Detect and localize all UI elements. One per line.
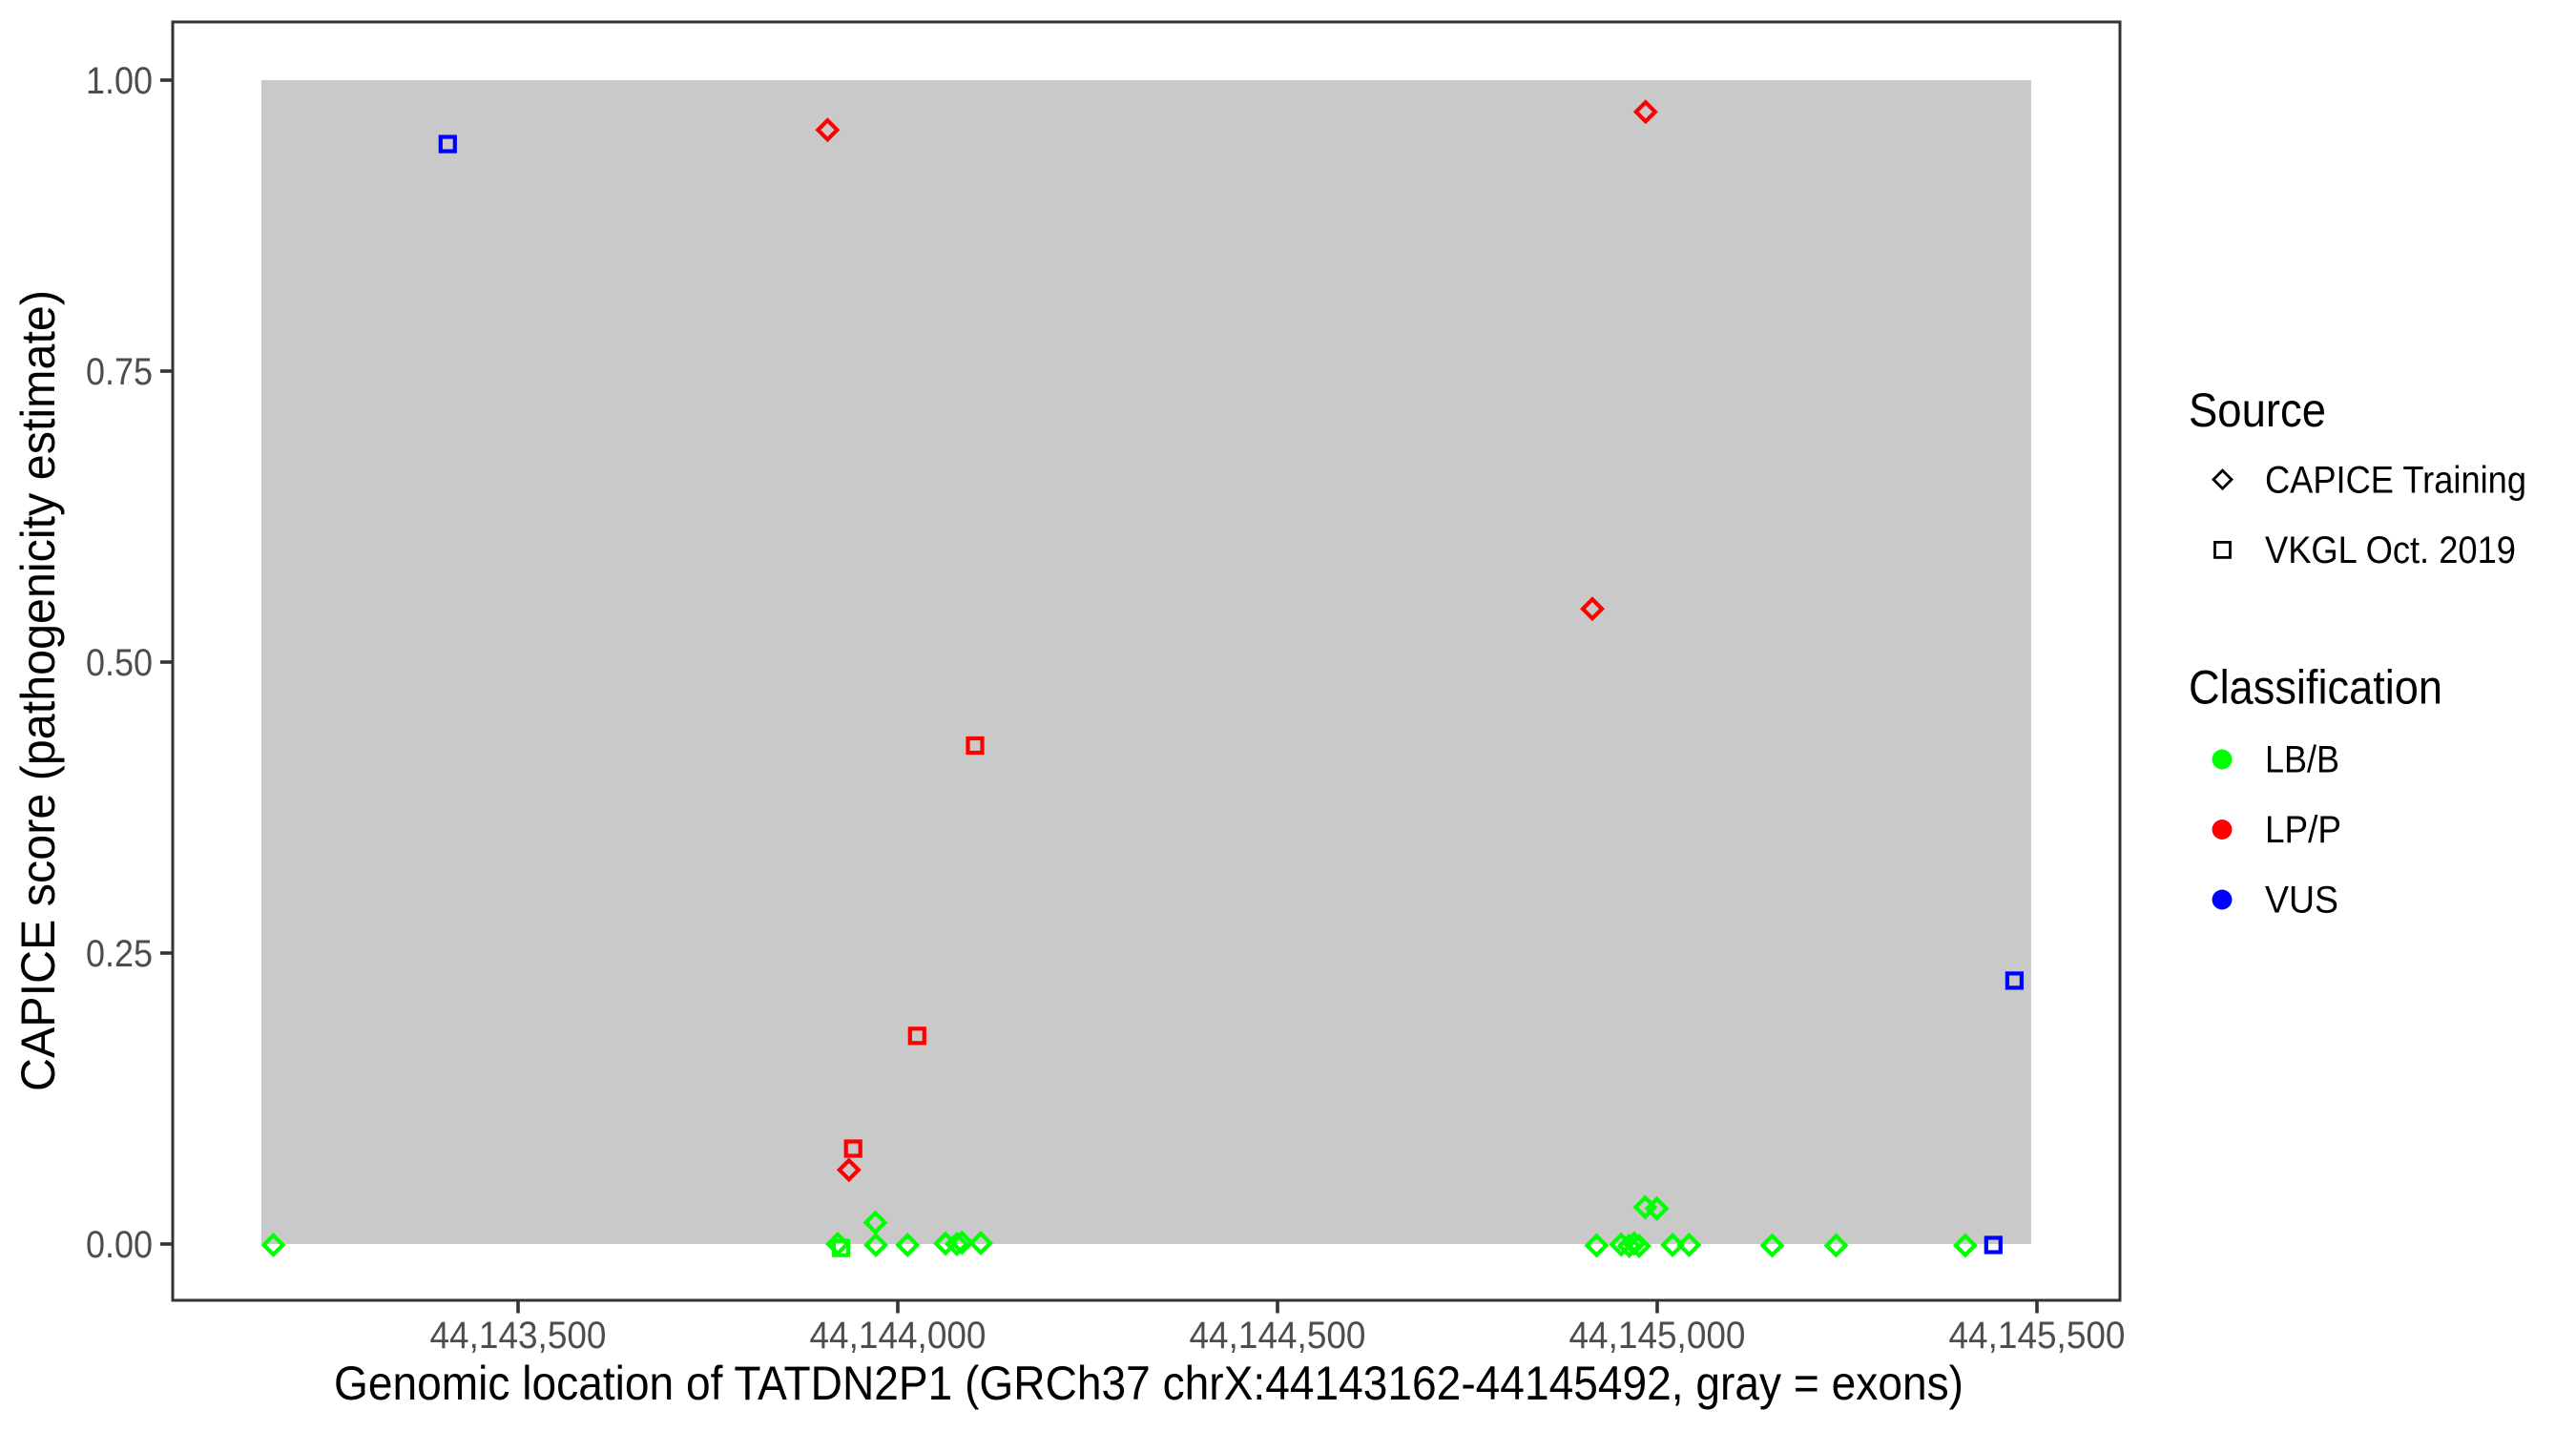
svg-text:VUS: VUS xyxy=(2265,880,2338,922)
svg-text:44,145,500: 44,145,500 xyxy=(1949,1315,2126,1357)
svg-text:Classification: Classification xyxy=(2189,661,2442,715)
svg-text:44,144,000: 44,144,000 xyxy=(810,1315,987,1357)
svg-text:0.25: 0.25 xyxy=(86,933,153,975)
svg-text:44,144,500: 44,144,500 xyxy=(1190,1315,1366,1357)
svg-text:VKGL Oct. 2019: VKGL Oct. 2019 xyxy=(2265,529,2516,571)
svg-text:0.50: 0.50 xyxy=(86,642,153,684)
svg-text:44,143,500: 44,143,500 xyxy=(430,1315,607,1357)
svg-text:Genomic location of TATDN2P1 (: Genomic location of TATDN2P1 (GRCh37 chr… xyxy=(334,1357,1963,1410)
svg-text:0.75: 0.75 xyxy=(86,351,153,393)
svg-text:CAPICE score (pathogenicity es: CAPICE score (pathogenicity estimate) xyxy=(11,290,65,1091)
svg-text:CAPICE Training: CAPICE Training xyxy=(2265,459,2526,501)
svg-text:0.00: 0.00 xyxy=(86,1224,153,1266)
svg-text:44,145,000: 44,145,000 xyxy=(1569,1315,1746,1357)
svg-text:1.00: 1.00 xyxy=(86,60,153,102)
svg-text:Source: Source xyxy=(2189,384,2326,437)
svg-text:LB/B: LB/B xyxy=(2265,739,2339,781)
svg-text:LP/P: LP/P xyxy=(2265,809,2341,851)
